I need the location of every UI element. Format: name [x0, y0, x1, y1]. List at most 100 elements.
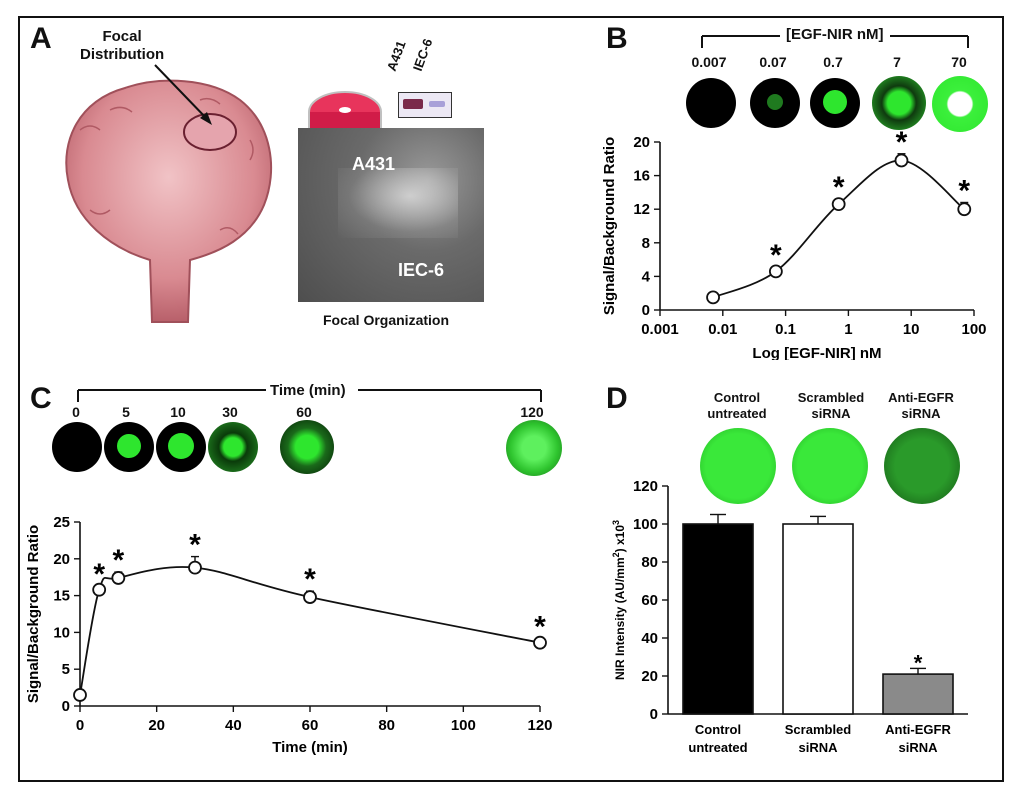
well-b-1 [750, 78, 800, 128]
panel-c-bracket-label: Time (min) [270, 382, 346, 399]
C-ytick-label-0: 0 [62, 698, 70, 715]
well-c-5 [506, 420, 562, 476]
panel-b-bracket-label: [EGF-NIR nM] [786, 26, 884, 43]
B-ytick-label-1: 4 [642, 268, 651, 285]
C-ytick-label-3: 15 [53, 588, 70, 605]
panel-c-bracket [77, 380, 542, 402]
well-d-1 [792, 428, 868, 504]
C-point-5 [533, 635, 547, 650]
well-c-label-5: 120 [520, 404, 544, 420]
B-ytick-label-3: 12 [633, 201, 650, 218]
chart-b: 0 4 8 12 16 20 0.001 0.01 0.1 1 10 100 * * * * Log [EGF-… [601, 126, 987, 360]
B-point-4 [957, 202, 972, 217]
C-sig-3: * [189, 529, 201, 562]
D-category-label-0-l1: Control [695, 722, 741, 737]
C-xtick-label-4: 80 [378, 717, 395, 734]
B-xtick-label-4: 10 [903, 321, 920, 338]
well-c-label-4: 60 [296, 404, 312, 420]
panel-b-bracket [701, 26, 969, 48]
C-xtick-label-1: 20 [148, 717, 165, 734]
well-c-4 [280, 420, 334, 474]
well-b-label-0: 0.007 [691, 54, 727, 70]
C-xtick-label-3: 60 [302, 717, 319, 734]
panel-b-letter: B [606, 22, 628, 55]
C-xtick-label-5: 100 [451, 717, 476, 734]
C-ytick-label-4: 20 [53, 551, 70, 568]
B-ytick-label-5: 20 [633, 134, 650, 151]
C-ylabel: Signal/Background Ratio [25, 525, 42, 703]
D-ytick-label-4: 80 [641, 554, 658, 571]
well-d-label-0: Control untreated [707, 390, 767, 421]
micro-label-a431: A431 [352, 154, 396, 174]
cell-micrograph [298, 128, 484, 302]
C-xtick-label-0: 0 [76, 717, 84, 734]
panel-d-letter: D [606, 382, 628, 415]
D-bar-1 [782, 523, 854, 715]
B-point-2 [831, 197, 846, 212]
B-xtick-label-3: 1 [844, 321, 852, 338]
C-xlabel: Time (min) [272, 739, 348, 756]
panel-a-letter: A [30, 22, 52, 55]
B-xtick-label-1: 0.01 [708, 321, 737, 338]
well-c-2 [156, 422, 206, 472]
well-d-label-2: Anti-EGFR siRNA [888, 390, 954, 421]
focal-organization-caption: Focal Organization [323, 312, 450, 328]
well-c-0 [52, 422, 102, 472]
C-point-4 [303, 590, 317, 604]
well-c-label-2: 10 [170, 404, 186, 420]
well-c-3 [208, 422, 258, 472]
well-c-label-0: 0 [72, 404, 80, 420]
B-point-3 [894, 153, 909, 168]
C-sig-4: * [304, 563, 316, 596]
villus-illustration [65, 79, 273, 323]
B-xtick-label-0: 0.001 [641, 321, 679, 338]
D-ylabel: NIR Intensity (AU/mm2) x103 [611, 520, 627, 680]
D-category-label-2-l2: siRNA [898, 740, 938, 755]
well-c-1 [104, 422, 154, 472]
C-ytick-label-2: 10 [53, 624, 70, 641]
panel-c-letter: C [30, 382, 52, 415]
C-sig-5: * [534, 610, 546, 643]
B-xtick-label-2: 0.1 [775, 321, 796, 338]
C-point-0 [73, 688, 87, 702]
B-ytick-label-2: 8 [642, 235, 650, 252]
well-b-2 [810, 78, 860, 128]
D-ytick-label-5: 100 [633, 516, 658, 533]
well-c-label-3: 30 [222, 404, 238, 420]
D-bar-2 [882, 673, 954, 715]
B-sig-4: * [958, 174, 970, 207]
D-category-label-0-l2: untreated [688, 740, 747, 755]
well-d-2 [884, 428, 960, 504]
focal-region [183, 113, 237, 151]
D-ytick-label-6: 120 [633, 478, 658, 495]
well-d-0 [700, 428, 776, 504]
D-sig-2: * [914, 650, 923, 675]
C-point-1 [92, 582, 107, 597]
B-sig-2: * [833, 171, 845, 204]
C-xtick-label-6: 120 [527, 717, 552, 734]
focal-distribution-label: Focal Distribution [80, 28, 165, 63]
C-xtick-label-2: 40 [225, 717, 242, 734]
B-ytick-label-4: 16 [633, 168, 650, 185]
C-point-2 [111, 571, 126, 585]
C-sig-2: * [112, 544, 124, 577]
well-b-label-3: 7 [893, 54, 901, 70]
C-ytick-label-1: 5 [62, 661, 70, 678]
arrow-icon [154, 64, 212, 125]
B-point-0 [706, 290, 720, 305]
D-category-label-2-l1: Anti-EGFR [885, 722, 951, 737]
D-category-label-1-l2: siRNA [798, 740, 838, 755]
D-bar-0 [682, 523, 754, 715]
micro-label-iec6: IEC-6 [398, 260, 445, 280]
C-ytick-label-5: 25 [53, 514, 70, 531]
well-b-label-1: 0.07 [759, 54, 787, 70]
B-sig-1: * [770, 239, 782, 272]
D-ytick-label-0: 0 [650, 706, 658, 723]
well-d-label-1: Scrambled siRNA [797, 390, 865, 421]
well-b-0 [686, 78, 736, 128]
well-b-label-4: 70 [951, 54, 967, 70]
D-ytick-label-3: 60 [641, 592, 658, 609]
B-ylabel: Signal/Background Ratio [601, 137, 618, 315]
B-xlabel: Log [EGF-NIR] nM [752, 345, 881, 360]
